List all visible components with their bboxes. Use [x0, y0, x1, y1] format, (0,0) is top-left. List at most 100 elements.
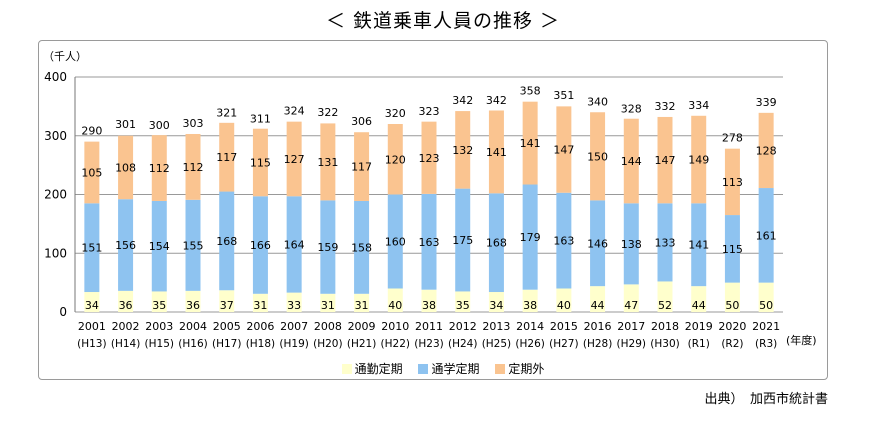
bar-teiki-tsugaku [421, 193, 437, 290]
data-label: 133 [655, 236, 676, 249]
x-era-label: (H19) [279, 338, 308, 350]
bar-teiki-tsukin [556, 288, 572, 312]
bar-teikigai [590, 112, 606, 201]
data-label: 149 [688, 154, 709, 167]
x-tick-label: 2007 [280, 320, 308, 333]
data-label: 123 [419, 152, 440, 165]
data-label: 141 [520, 137, 541, 150]
bar-teiki-tsugaku [286, 196, 302, 293]
bar-teiki-tsugaku [118, 199, 134, 291]
bar-teikigai [185, 133, 201, 200]
x-era-label: (H28) [583, 338, 612, 350]
x-tick-label: 2021 [752, 320, 780, 333]
total-label: 323 [419, 105, 440, 118]
bar-teikigai [758, 112, 774, 189]
bar-teiki-tsukin [219, 290, 235, 312]
bar-teiki-tsugaku [488, 193, 504, 293]
bar-teiki-tsukin [590, 286, 606, 312]
data-label: 132 [452, 144, 473, 157]
total-label: 311 [250, 112, 271, 125]
bar-teiki-tsugaku [657, 203, 673, 282]
y-tick-label: 400 [44, 70, 67, 84]
bar-teiki-tsukin [488, 292, 504, 312]
total-label: 306 [351, 115, 372, 128]
total-label: 290 [81, 125, 102, 138]
bar-teiki-tsugaku [556, 192, 572, 289]
x-tick-label: 2012 [449, 320, 477, 333]
x-era-label: (H14) [111, 338, 140, 350]
bar-teikigai [84, 141, 100, 204]
data-label: 115 [250, 156, 271, 169]
bar-teiki-tsukin [84, 292, 100, 312]
data-label: 35 [152, 299, 166, 312]
bar-teiki-tsugaku [522, 184, 538, 290]
legend-label-teiki-tsugaku: 通学定期 [431, 362, 480, 376]
x-tick-label: 2019 [685, 320, 713, 333]
data-label: 105 [81, 166, 102, 179]
x-tick-label: 2002 [112, 320, 140, 333]
total-label: 303 [183, 117, 204, 130]
x-tick-label: 2016 [584, 320, 612, 333]
data-label: 47 [624, 299, 638, 312]
data-label: 36 [119, 299, 133, 312]
data-label: 163 [419, 236, 440, 249]
bar-teikigai [219, 122, 235, 192]
data-label: 52 [658, 299, 672, 312]
bar-teikigai [623, 118, 639, 204]
data-label: 147 [655, 154, 676, 167]
total-label: 358 [520, 85, 541, 98]
x-tick-label: 2017 [617, 320, 645, 333]
total-label: 321 [216, 106, 237, 119]
data-label: 163 [553, 235, 574, 248]
y-unit-label: （千人） [43, 50, 87, 63]
data-label: 128 [756, 144, 777, 157]
bar-teikigai [387, 124, 403, 195]
data-label: 127 [284, 153, 305, 166]
bar-teiki-tsukin [185, 290, 201, 312]
x-era-label: (R1) [688, 338, 710, 350]
bar-teikigai [354, 132, 370, 201]
data-label: 120 [385, 153, 406, 166]
data-label: 179 [520, 231, 541, 244]
data-label: 117 [351, 161, 372, 174]
data-label: 155 [183, 239, 204, 252]
total-label: 278 [722, 132, 743, 145]
bar-teikigai [320, 123, 336, 201]
legend-label-teiki-tsukin: 通勤定期 [354, 362, 403, 376]
bar-teiki-tsukin [151, 291, 167, 312]
total-label: 300 [149, 119, 170, 132]
bar-teiki-tsukin [724, 282, 740, 312]
data-label: 131 [317, 156, 338, 169]
y-tick-label: 200 [44, 188, 67, 202]
total-label: 342 [452, 94, 473, 107]
total-label: 334 [688, 99, 709, 112]
bar-teiki-tsukin [623, 284, 639, 312]
bar-teikigai [691, 115, 707, 204]
legend-item-teikigai: 定期外 [495, 360, 544, 377]
data-label: 117 [216, 151, 237, 164]
bar-teikigai [488, 110, 504, 194]
bar-teiki-tsukin [354, 293, 370, 312]
bar-teiki-tsugaku [320, 200, 336, 294]
data-label: 175 [452, 234, 473, 247]
bar-teiki-tsugaku [724, 215, 740, 283]
x-era-label: (H13) [77, 338, 106, 350]
data-label: 44 [692, 299, 706, 312]
bar-teiki-tsugaku [455, 188, 471, 292]
bar-teiki-tsugaku [219, 191, 235, 291]
bar-teiki-tsukin [320, 293, 336, 312]
data-label: 31 [321, 299, 335, 312]
bar-teikigai [724, 148, 740, 216]
data-label: 147 [553, 144, 574, 157]
data-label: 154 [149, 240, 170, 253]
bar-teiki-tsukin [421, 289, 437, 312]
data-label: 158 [351, 241, 372, 254]
data-label: 141 [688, 239, 709, 252]
x-tick-label: 2010 [381, 320, 409, 333]
total-label: 324 [284, 105, 305, 118]
data-label: 159 [317, 241, 338, 254]
data-label: 33 [287, 299, 301, 312]
x-tick-label: 2004 [179, 320, 207, 333]
x-era-label: (H22) [381, 338, 410, 350]
chart-frame [38, 40, 828, 380]
